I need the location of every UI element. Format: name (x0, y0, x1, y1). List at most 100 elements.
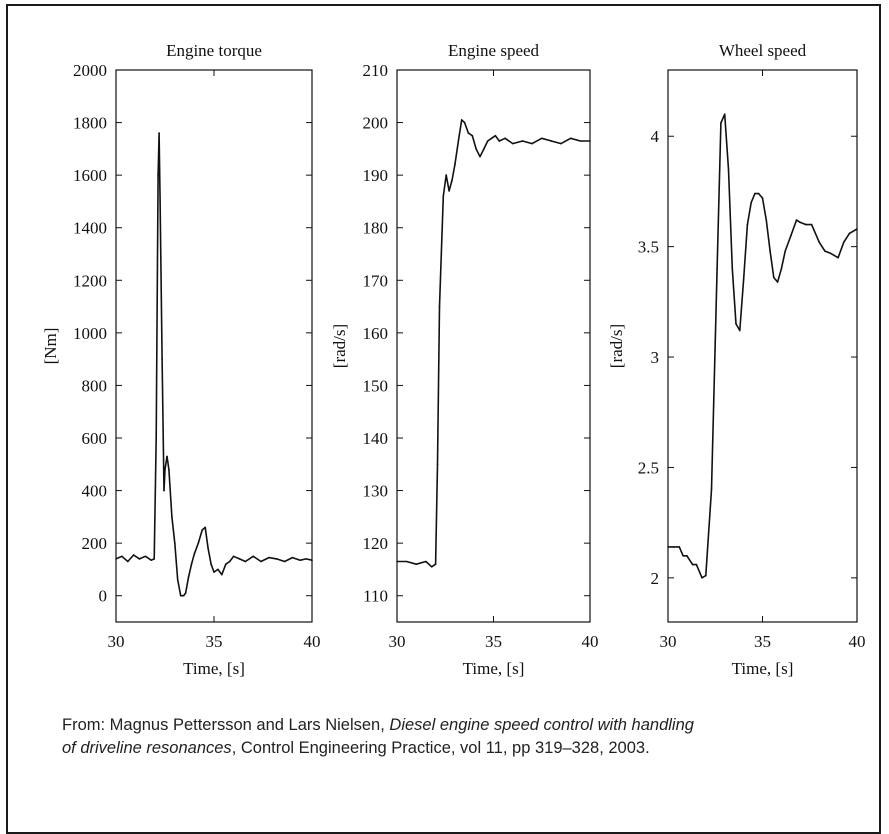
data-point (678, 546, 681, 548)
data-point (560, 142, 562, 145)
y-tick-label: 140 (363, 429, 389, 448)
data-point (504, 137, 506, 140)
data-point (438, 305, 441, 308)
data-point (283, 560, 286, 563)
plot-frame (115, 69, 313, 623)
data-point (204, 526, 206, 529)
series-line-0 (115, 132, 313, 597)
data-point (848, 232, 851, 235)
data-point (790, 234, 792, 237)
data-point (723, 113, 726, 115)
x-axis-label: Time, [s] (732, 659, 794, 678)
data-point (754, 192, 756, 195)
data-point (521, 140, 524, 142)
caption-suffix: , Control Engineering Practice, vol 11, … (231, 739, 650, 757)
caption-title-line2: of driveline resonances (62, 739, 232, 757)
data-point (268, 556, 270, 559)
data-point (463, 121, 466, 124)
data-point (579, 140, 582, 142)
y-tick-label: 150 (363, 376, 389, 395)
data-point (166, 455, 168, 458)
data-point (799, 221, 802, 224)
data-point (115, 558, 117, 560)
y-tick-label: 4 (651, 127, 660, 146)
data-point (691, 563, 694, 566)
y-tick-label: 800 (82, 376, 108, 395)
data-point (217, 568, 219, 571)
x-tick-label: 30 (660, 632, 677, 651)
data-point (746, 223, 749, 226)
data-point (686, 555, 688, 557)
y-tick-label: 0 (99, 587, 108, 606)
caption-prefix: From: Magnus Pettersson and Lars Nielsen… (62, 716, 390, 734)
data-point (210, 563, 212, 565)
y-tick-label: 600 (82, 429, 108, 448)
data-point (475, 148, 477, 150)
series-line-0 (397, 119, 590, 568)
data-point (157, 174, 159, 176)
y-tick-label: 180 (363, 219, 389, 238)
data-point (769, 250, 771, 252)
data-point (454, 163, 456, 166)
data-point (710, 488, 713, 491)
figure-caption: From: Magnus Pettersson and Lars Nielsen… (62, 714, 862, 760)
data-point (720, 122, 722, 124)
chart-title: Wheel speed (719, 41, 807, 60)
data-point (486, 140, 489, 142)
data-point (818, 241, 820, 243)
y-tick-label: 200 (82, 534, 108, 553)
data-point (494, 134, 497, 137)
x-axis-label: Time, [s] (463, 659, 525, 678)
data-point (727, 168, 730, 171)
data-point (682, 555, 684, 557)
data-point (471, 134, 474, 137)
y-axis-label: [rad/s] (330, 324, 349, 368)
data-point (761, 197, 764, 199)
data-point (244, 560, 247, 563)
y-tick-label: 2 (651, 569, 660, 588)
y-tick-label: 3 (651, 348, 660, 367)
y-tick-label: 1000 (73, 324, 107, 343)
y-tick-label: 1800 (73, 114, 107, 133)
data-point (311, 559, 313, 561)
data-point (467, 132, 470, 134)
data-point (550, 140, 553, 142)
data-point (174, 542, 176, 544)
chart-panel-1: 110 120 130 140 150 160 170 180 190 200 210 30 35 40 E… (330, 41, 599, 678)
data-point (153, 558, 155, 560)
data-point (434, 563, 437, 565)
y-tick-label: 110 (363, 587, 388, 606)
data-point (158, 132, 160, 134)
data-point (163, 489, 165, 492)
data-point (773, 276, 775, 279)
data-point (132, 554, 135, 556)
data-point (512, 142, 514, 145)
data-point (445, 174, 448, 176)
y-tick-label: 120 (363, 534, 389, 553)
data-point (672, 546, 675, 548)
data-point (159, 200, 161, 203)
data-point (460, 119, 463, 121)
y-tick-label: 2000 (73, 61, 107, 80)
data-point (458, 137, 460, 140)
y-tick-label: 210 (363, 61, 389, 80)
series-line-0 (668, 113, 858, 579)
y-tick-label: 2.5 (638, 458, 659, 477)
data-point (396, 560, 398, 563)
y-tick-label: 1600 (73, 166, 107, 185)
charts-canvas: 0 200 400 600 800 1000 1200 1400 1600 1800 2000 30 3… (41, 41, 866, 678)
data-point (757, 192, 760, 195)
y-tick-label: 130 (363, 482, 389, 501)
data-point (275, 558, 278, 560)
data-point (716, 267, 718, 270)
data-point (856, 228, 858, 230)
data-point (448, 190, 450, 192)
data-point (541, 137, 543, 140)
data-point (190, 563, 193, 565)
data-point (824, 250, 826, 252)
data-point (260, 560, 262, 563)
data-point (155, 437, 157, 439)
data-point (238, 558, 241, 560)
data-point (207, 547, 209, 550)
y-tick-label: 1400 (73, 219, 107, 238)
